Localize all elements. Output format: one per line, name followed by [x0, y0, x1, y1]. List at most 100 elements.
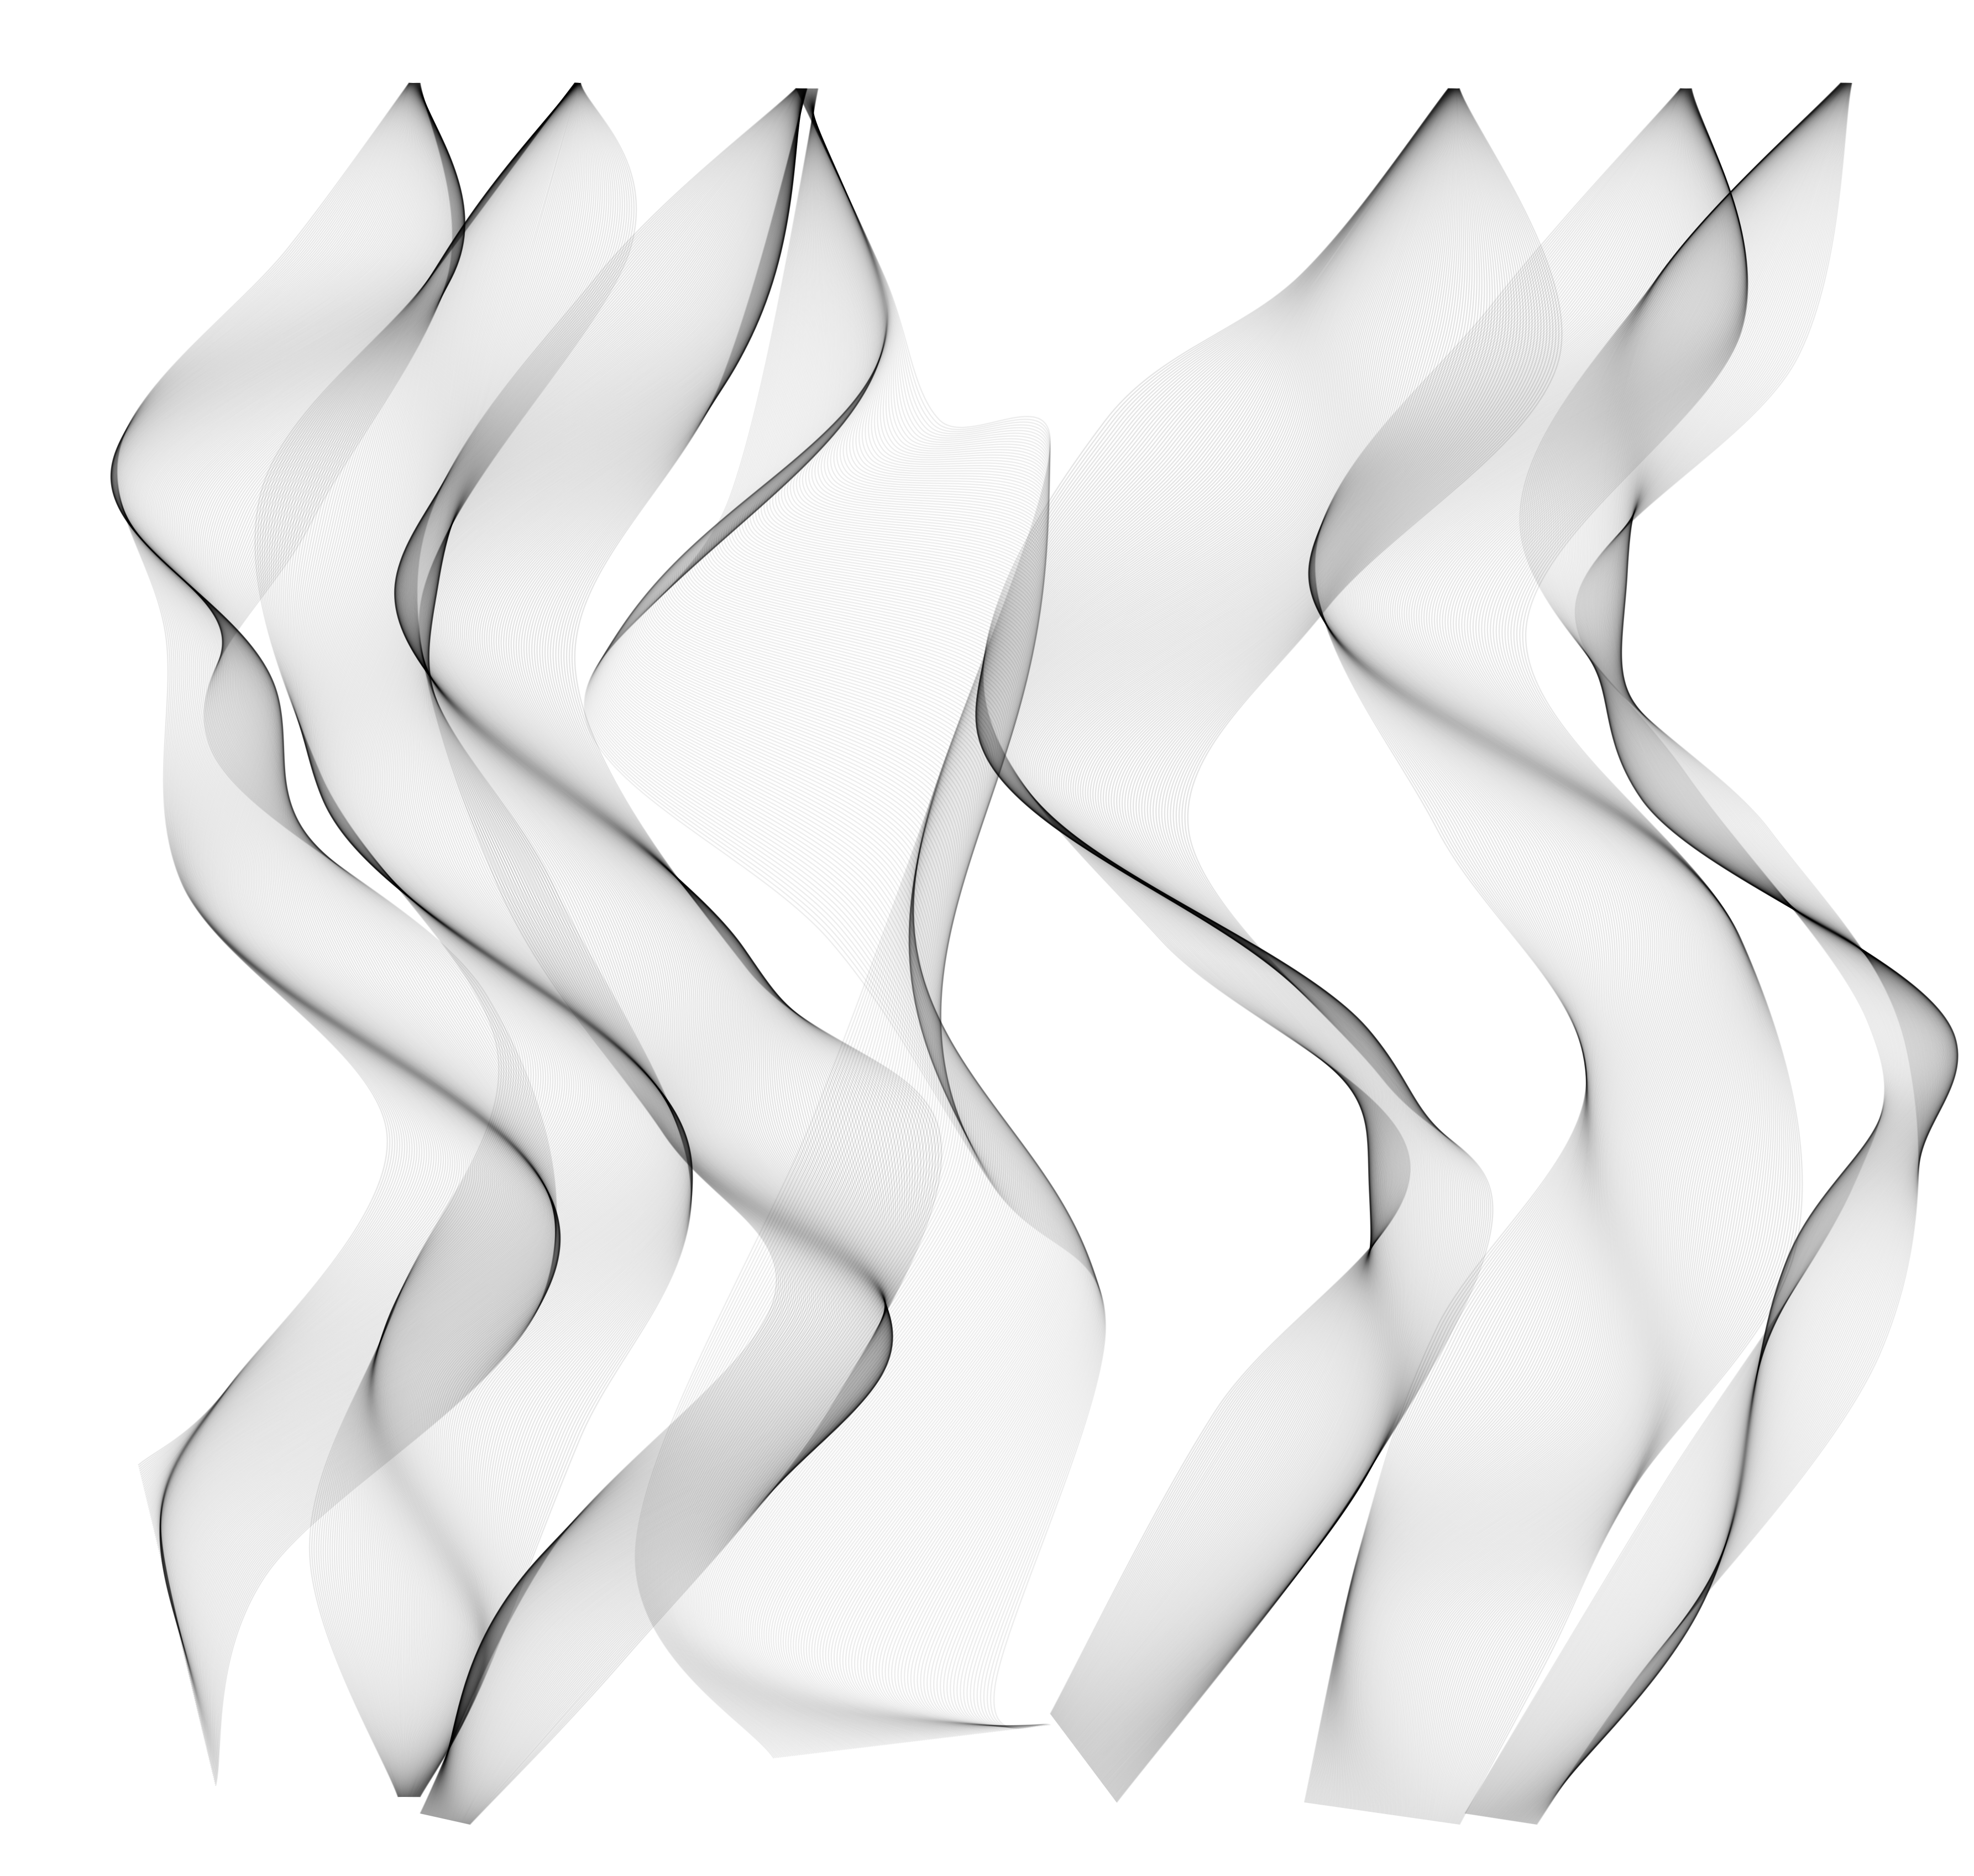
ribbon-line: [458, 88, 887, 1823]
ribbon-line: [465, 88, 908, 1825]
ribbon-line: [438, 88, 893, 1821]
ribbon-line: [414, 82, 691, 1797]
ribbon-line: [647, 88, 1067, 1737]
ribbon-line: [1464, 82, 1886, 1814]
ribbon-line: [315, 82, 611, 1797]
ribbon-line: [975, 88, 1452, 1734]
ribbon-line: [666, 88, 1053, 1739]
ribbon-line: [641, 88, 1072, 1737]
ribbon-line: [1450, 88, 1783, 1824]
ribbon-line: [110, 82, 472, 1537]
ribbon-line: [643, 88, 1051, 1757]
ribbon-line: [1106, 88, 1496, 1790]
ribbon-line: [158, 82, 556, 1661]
ribbon-line: [981, 88, 1449, 1716]
ribbon-line: [110, 82, 465, 1530]
ribbon-line: [1472, 82, 1904, 1815]
ribbon-line: [1328, 88, 1702, 1813]
ribbon-line: [1104, 88, 1480, 1787]
ribbon-line: [1479, 82, 1922, 1816]
ribbon-line: [650, 88, 1065, 1738]
ribbon-line: [1454, 88, 1794, 1825]
ribbon-line: [329, 82, 640, 1797]
ribbon-line: [1002, 88, 1455, 1759]
ribbon-line: [417, 82, 693, 1797]
ribbon-line: [646, 88, 1069, 1737]
ribbon-line: [207, 82, 557, 1756]
ribbon-line: [1363, 88, 1727, 1816]
ribbon-line: [1375, 88, 1732, 1817]
ribbon-line: [259, 82, 576, 1797]
ribbon-line: [639, 88, 1073, 1736]
ribbon-line: [1479, 82, 1921, 1816]
ribbon-line: [709, 88, 1036, 1748]
ribbon-line: [417, 82, 693, 1797]
ribbon-line: [983, 88, 1453, 1748]
ribbon-line: [1474, 82, 1907, 1816]
ribbon-line: [1513, 82, 1954, 1822]
ribbon-line: [1519, 82, 1946, 1823]
ribbon-line: [1308, 88, 1684, 1808]
ribbon-line: [1311, 88, 1682, 1805]
ribbon-line: [1031, 88, 1456, 1769]
ribbon-line: [1506, 82, 1959, 1821]
ribbon-line: [1487, 82, 1941, 1818]
ribbon-line: [1481, 82, 1928, 1817]
ribbon-line: [975, 88, 1451, 1731]
ribbon-line: [980, 88, 1449, 1719]
ribbon-line: [636, 88, 1051, 1759]
ribbon-line: [114, 82, 413, 1486]
ribbon-line: [1080, 88, 1459, 1781]
ribbon-line: [1097, 88, 1473, 1785]
ribbon-line: [1063, 88, 1457, 1778]
ribbon-right-centre: [975, 88, 1563, 1803]
ribbon-line: [979, 88, 1453, 1744]
ribbon-line: [1504, 82, 1959, 1820]
ribbon-line: [1330, 88, 1704, 1813]
ribbon-line: [399, 88, 832, 1816]
ribbon-line: [1335, 88, 1709, 1814]
ribbon-line: [1010, 88, 1455, 1762]
ribbon-line: [1323, 88, 1696, 1812]
ribbon-line: [1349, 88, 1720, 1815]
ribbon-line: [415, 82, 692, 1797]
ribbon-line: [606, 88, 1094, 1731]
ribbon-line: [1365, 88, 1727, 1816]
ribbon-line: [986, 88, 1454, 1750]
ribbon-line: [1348, 88, 1719, 1815]
ribbon-line: [699, 88, 1028, 1743]
ribbon-line: [982, 88, 1449, 1716]
ribbon-line: [980, 88, 1449, 1718]
ribbon-line: [455, 88, 890, 1822]
ribbon-line: [124, 82, 531, 1605]
ribbon-line: [397, 88, 880, 1818]
ribbon-line: [1469, 82, 1894, 1815]
ribbon-line: [334, 82, 647, 1797]
ribbon-line: [975, 88, 1452, 1736]
ribbon-line: [198, 82, 559, 1736]
ribbon-line: [394, 88, 860, 1817]
ribbon-line: [461, 88, 887, 1823]
ribbon-line: [197, 82, 559, 1734]
ribbon-line: [1113, 88, 1545, 1800]
ribbon-line: [1516, 82, 1950, 1822]
ribbon-line: [114, 82, 508, 1575]
ribbon-line: [1497, 82, 1956, 1820]
ribbon-line: [1315, 88, 1685, 1811]
ribbon-line: [411, 88, 797, 1815]
ribbon-line: [266, 82, 576, 1797]
ribbon-line: [718, 88, 1025, 1744]
ribbon-line: [1385, 88, 1735, 1818]
ribbon-line: [595, 88, 1101, 1728]
ribbon-line: [156, 82, 556, 1659]
ribbon-line: [1114, 88, 1554, 1801]
ribbon-line: [403, 88, 818, 1816]
ribbon-line: [617, 88, 1088, 1733]
ribbon-line: [1048, 88, 1457, 1774]
ribbon-line: [1351, 88, 1721, 1815]
ribbon-line: [1109, 88, 1513, 1794]
ribbon-line: [592, 88, 1102, 1728]
ribbon-line: [187, 82, 561, 1712]
ribbon-line: [405, 88, 888, 1819]
ribbon-line: [208, 82, 557, 1778]
